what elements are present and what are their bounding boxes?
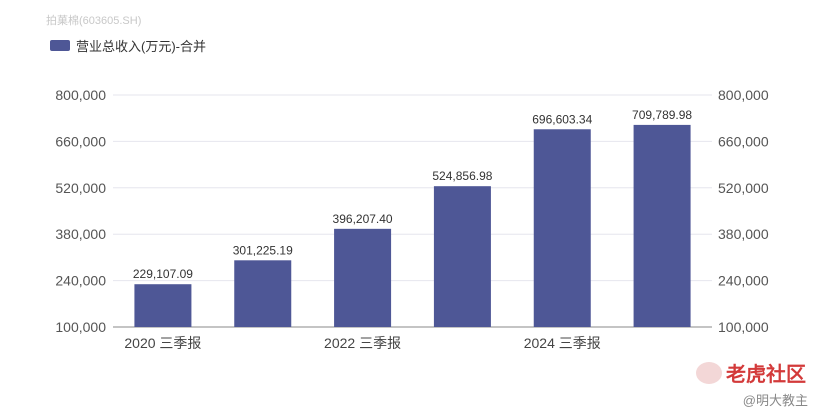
legend[interactable]: 营业总收入(万元)-合并 (50, 36, 206, 55)
bar-value-label: 301,225.19 (233, 243, 293, 257)
y-tick-label-left: 100,000 (55, 319, 106, 335)
legend-label: 营业总收入(万元)-合并 (76, 39, 206, 54)
bar-value-label: 696,603.34 (532, 112, 592, 126)
bar (433, 186, 491, 327)
bar (334, 228, 392, 327)
y-tick-label-left: 380,000 (55, 226, 106, 242)
y-tick-label-left: 520,000 (55, 180, 106, 196)
bar (533, 129, 591, 327)
y-tick-label-right: 800,000 (718, 87, 769, 103)
brand-name: 老虎社区 (726, 364, 806, 386)
y-tick-label-left: 800,000 (55, 87, 106, 103)
bar-value-label: 524,856.98 (432, 169, 492, 183)
brand-watermark: 老虎社区 (696, 358, 806, 387)
source-watermark: 拍菓棉(603605.SH) (46, 15, 142, 27)
y-tick-label-right: 520,000 (718, 180, 769, 196)
bar (633, 124, 691, 327)
y-tick-label-right: 380,000 (718, 226, 769, 242)
y-tick-label-left: 240,000 (55, 273, 106, 289)
tiger-logo-icon (696, 361, 722, 384)
x-tick-label: 2022 三季报 (324, 335, 401, 351)
y-tick-label-right: 660,000 (718, 133, 769, 149)
x-tick-label: 2024 三季报 (524, 335, 601, 351)
x-tick-label: 2020 三季报 (124, 335, 201, 351)
y-tick-label-right: 240,000 (718, 273, 769, 289)
bar-value-label: 709,789.98 (632, 108, 692, 122)
y-tick-label-right: 100,000 (718, 319, 769, 335)
y-tick-label-left: 660,000 (55, 133, 106, 149)
bar-value-label: 396,207.40 (333, 212, 393, 226)
bar (134, 284, 192, 327)
legend-swatch (50, 40, 70, 51)
bar-value-label: 229,107.09 (133, 267, 193, 281)
author-watermark: @明大教主 (742, 393, 808, 408)
bar (234, 260, 292, 327)
